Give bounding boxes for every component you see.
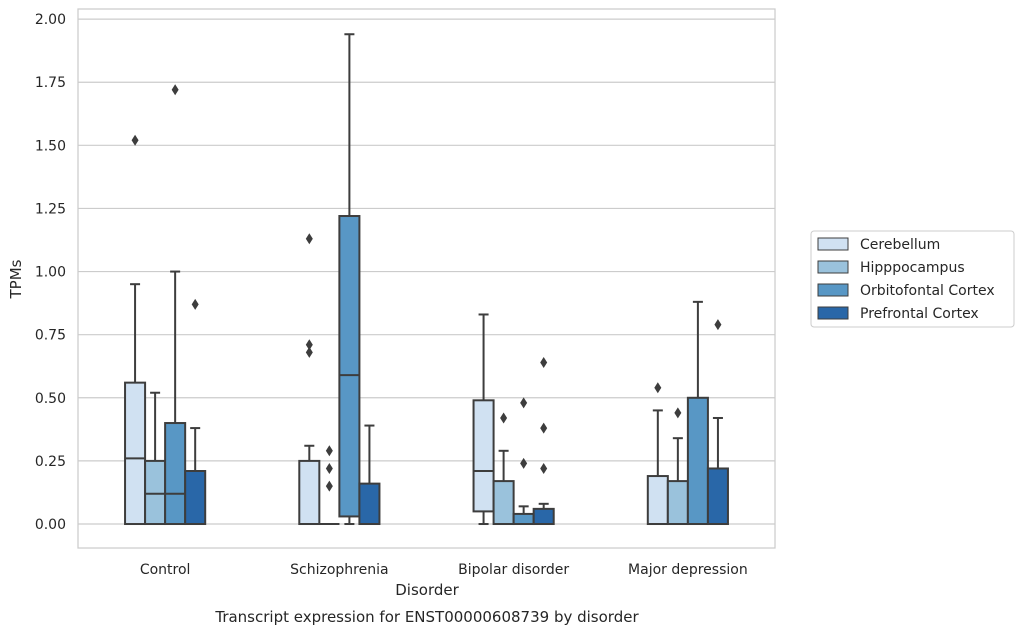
x-tick-label: Bipolar disorder [458, 562, 569, 578]
box-body [666, 480, 689, 526]
box-body [512, 512, 535, 526]
y-tick-label: 0.75 [35, 328, 66, 344]
box-hipppocampus [319, 445, 340, 526]
outlier-point [654, 382, 662, 394]
y-tick-label: 0.25 [35, 454, 66, 470]
box-body [144, 459, 167, 526]
y-axis-label: TPMs [7, 259, 25, 299]
outlier-point [540, 462, 548, 474]
box-body [298, 459, 321, 526]
y-tick-label: 1.25 [35, 201, 66, 217]
x-axis-tick-labels: Control Schizophrenia Bipolar disorder Majo… [140, 562, 748, 578]
box-orbitofontal-cortex [686, 300, 709, 526]
box-body [492, 480, 515, 526]
outlier-point [674, 407, 682, 419]
box-plot-series [124, 33, 729, 526]
outlier-point [325, 462, 333, 474]
box-body [358, 482, 381, 526]
outlier-point [171, 84, 179, 96]
box-orbitofontal-cortex [164, 84, 187, 526]
outlier-point [305, 346, 313, 358]
plot-frame [77, 8, 776, 549]
grid-lines [78, 18, 775, 525]
legend-frame [810, 230, 1015, 328]
y-tick-label: 1.50 [35, 138, 66, 154]
x-axis-label: Disorder [395, 581, 459, 599]
outlier-point [540, 356, 548, 368]
box-body [164, 422, 187, 526]
legend-label: Prefrontal Cortex [860, 306, 979, 322]
box-cerebellum [298, 233, 321, 526]
box-hipppocampus [144, 391, 167, 526]
box-hipppocampus [666, 407, 689, 526]
outlier-point [305, 233, 313, 245]
legend: Cerebellum Hipppocampus Orbitofontal Corte… [810, 230, 1015, 328]
box-prefrontal-cortex [532, 356, 555, 526]
x-tick-label: Schizophrenia [290, 562, 388, 578]
box-prefrontal-cortex [358, 424, 381, 526]
outlier-point [131, 134, 139, 146]
outlier-point [305, 339, 313, 351]
chart-caption: Transcript expression for ENST0000060873… [214, 608, 639, 626]
y-tick-label: 1.00 [35, 265, 66, 281]
box-body [532, 507, 555, 526]
outlier-point [325, 480, 333, 492]
x-tick-label: Major depression [628, 562, 748, 578]
y-tick-label: 0.00 [35, 517, 66, 533]
legend-label: Cerebellum [860, 237, 940, 253]
outlier-point [191, 298, 199, 310]
y-tick-label: 1.75 [35, 75, 66, 91]
box-prefrontal-cortex [706, 319, 729, 526]
box-hipppocampus [492, 412, 515, 526]
box-body [124, 381, 147, 526]
box-cerebellum [472, 313, 495, 526]
outlier-point [714, 319, 722, 331]
y-tick-label: 0.50 [35, 391, 66, 407]
legend-label: Hipppocampus [860, 260, 965, 276]
outlier-point [500, 412, 508, 424]
legend-swatch [817, 283, 849, 297]
y-tick-label: 2.00 [35, 12, 66, 28]
legend-swatch [817, 260, 849, 274]
x-tick-label: Control [140, 562, 191, 578]
legend-swatch [817, 306, 849, 320]
outlier-point [520, 397, 528, 409]
box-orbitofontal-cortex [338, 33, 361, 526]
box-cerebellum [124, 134, 147, 526]
box-cerebellum [646, 382, 669, 526]
box-body [706, 467, 729, 526]
legend-swatch [817, 237, 849, 251]
outlier-point [520, 457, 528, 469]
outlier-point [540, 422, 548, 434]
box-body [338, 215, 361, 518]
box-body [686, 396, 709, 526]
y-axis-tick-labels: 0.00 0.25 0.50 0.75 1.00 1.25 1.50 1.75 2.00 [35, 12, 66, 533]
box-body [184, 470, 207, 526]
box-prefrontal-cortex [184, 298, 207, 526]
outlier-point [325, 445, 333, 457]
box-body [646, 475, 669, 526]
legend-label: Orbitofontal Cortex [860, 283, 995, 299]
box-body [472, 399, 495, 513]
